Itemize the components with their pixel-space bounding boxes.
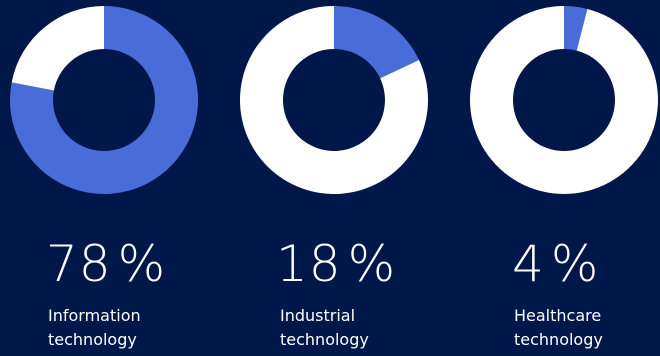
- percentage-value: 4%: [512, 236, 599, 292]
- donut-panel-information-technology: 78% Information technology: [8, 0, 208, 356]
- percentage-number: 4: [512, 235, 545, 293]
- donut-chart-industrial-technology: [239, 6, 428, 194]
- segment-label: Healthcare technology: [514, 304, 603, 352]
- donut-chart-information-technology: [9, 6, 198, 194]
- segment-label-line-2: technology: [514, 330, 603, 349]
- segment-label-line-1: Information: [48, 306, 141, 325]
- donut-chart-healthcare-technology: [469, 6, 658, 194]
- donut-segment-value: [334, 6, 420, 79]
- donut-segment-value: [9, 6, 198, 194]
- segment-label: Information technology: [48, 304, 141, 352]
- percentage-value: 78%: [46, 236, 166, 292]
- donut-segment-remainder: [469, 6, 658, 194]
- segment-label-line-1: Industrial: [280, 306, 356, 325]
- donut-panel-healthcare-technology: 4% Healthcare technology: [468, 0, 660, 356]
- percentage-unit: %: [117, 235, 167, 293]
- percentage-number: 18: [276, 235, 342, 293]
- percentage-value: 18%: [276, 236, 396, 292]
- percentage-unit: %: [550, 235, 600, 293]
- segment-label-line-1: Healthcare: [514, 306, 602, 325]
- segment-label-line-2: technology: [48, 330, 137, 349]
- donut-panel-industrial-technology: 18% Industrial technology: [238, 0, 438, 356]
- percentage-unit: %: [347, 235, 397, 293]
- percentage-number: 78: [46, 235, 112, 293]
- donut-segment-remainder: [11, 6, 104, 91]
- segment-label-line-2: technology: [280, 330, 369, 349]
- donut-segment-value: [564, 6, 588, 51]
- segment-label: Industrial technology: [280, 304, 369, 352]
- donut-segment-remainder: [239, 6, 428, 194]
